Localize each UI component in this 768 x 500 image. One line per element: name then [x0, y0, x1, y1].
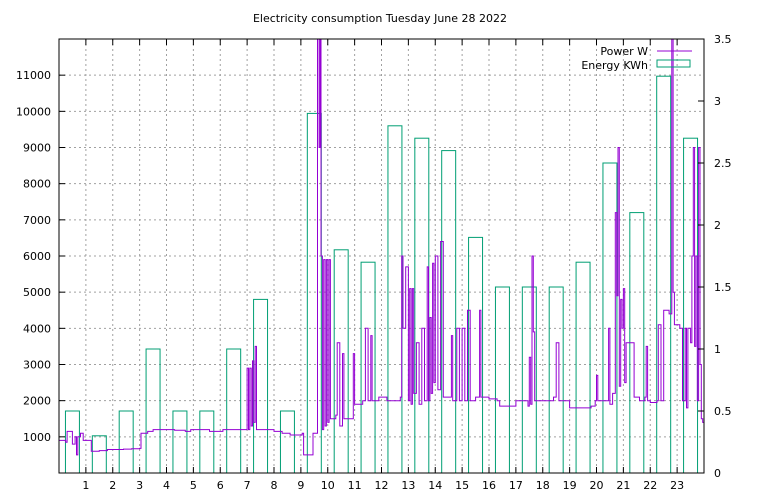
x-tick-label: 18 — [536, 479, 550, 492]
x-tick-label: 1 — [82, 479, 89, 492]
x-tick-label: 15 — [455, 479, 469, 492]
x-tick-label: 2 — [109, 479, 116, 492]
power-line-layer — [59, 38, 705, 456]
energy-bar — [575, 261, 591, 474]
energy-bar — [279, 410, 295, 474]
y-left-tick-label: 11000 — [16, 69, 51, 82]
legend: Power W Energy KWh — [581, 45, 692, 72]
y-right-tick-label: 3.5 — [714, 33, 732, 46]
energy-bar — [387, 125, 403, 474]
legend-power-label: Power W — [600, 45, 648, 58]
energy-bar — [306, 112, 322, 474]
x-tick-label: 12 — [375, 479, 389, 492]
x-tick-label: 8 — [271, 479, 278, 492]
y-left-tick-label: 10000 — [16, 105, 51, 118]
y-left-tick-label: 2000 — [23, 395, 51, 408]
energy-bar — [494, 286, 510, 474]
x-tick-label: 16 — [482, 479, 496, 492]
y-left-tick-label: 5000 — [23, 286, 51, 299]
y-left-tick-label: 1000 — [23, 431, 51, 444]
x-tick-label: 5 — [190, 479, 197, 492]
y-right-tick-label: 0.5 — [714, 405, 732, 418]
y-right-tick-label: 1 — [714, 343, 721, 356]
y-right-tick-label: 1.5 — [714, 281, 732, 294]
y-left-tick-label: 8000 — [23, 178, 51, 191]
x-tick-label: 4 — [163, 479, 170, 492]
legend-energy-label: Energy KWh — [581, 59, 648, 72]
x-tick-label: 7 — [244, 479, 251, 492]
chart-title: Electricity consumption Tuesday June 28 … — [253, 12, 507, 25]
x-tick-label: 17 — [509, 479, 523, 492]
x-tick-label: 22 — [643, 479, 657, 492]
energy-bar — [199, 410, 215, 474]
y-left-tick-label: 4000 — [23, 322, 51, 335]
grid-lines — [59, 39, 704, 473]
x-tick-label: 23 — [670, 479, 684, 492]
y-right-tick-label: 2.5 — [714, 157, 732, 170]
energy-bar — [172, 410, 188, 474]
x-tick-label: 19 — [563, 479, 577, 492]
x-tick-label: 11 — [348, 479, 362, 492]
energy-bar — [145, 348, 161, 474]
y-right-tick-label: 3 — [714, 95, 721, 108]
x-tick-label: 21 — [616, 479, 630, 492]
x-tick-label: 13 — [401, 479, 415, 492]
y-right-tick-label: 2 — [714, 219, 721, 232]
x-tick-label: 14 — [428, 479, 442, 492]
energy-bar — [91, 435, 107, 474]
energy-bar — [118, 410, 134, 474]
x-tick-label: 6 — [217, 479, 224, 492]
x-tick-label: 20 — [590, 479, 604, 492]
y-left-tick-label: 6000 — [23, 250, 51, 263]
x-tick-label: 9 — [297, 479, 304, 492]
energy-bar — [333, 249, 349, 474]
y-left-tick-label: 9000 — [23, 142, 51, 155]
y-left-tick-label: 3000 — [23, 359, 51, 372]
y-right-tick-label: 0 — [714, 467, 721, 480]
x-tick-label: 10 — [321, 479, 335, 492]
energy-bar — [656, 75, 672, 474]
y-left-tick-label: 7000 — [23, 214, 51, 227]
axes: 1 2 3 4 5 6 7 8 9 10 11 12 13 14 15 16 17 18 19 20 21 22 23100… — [16, 33, 732, 492]
x-tick-label: 3 — [136, 479, 143, 492]
energy-bar — [226, 348, 242, 474]
legend-energy-swatch — [656, 59, 691, 68]
power-line — [59, 38, 705, 456]
